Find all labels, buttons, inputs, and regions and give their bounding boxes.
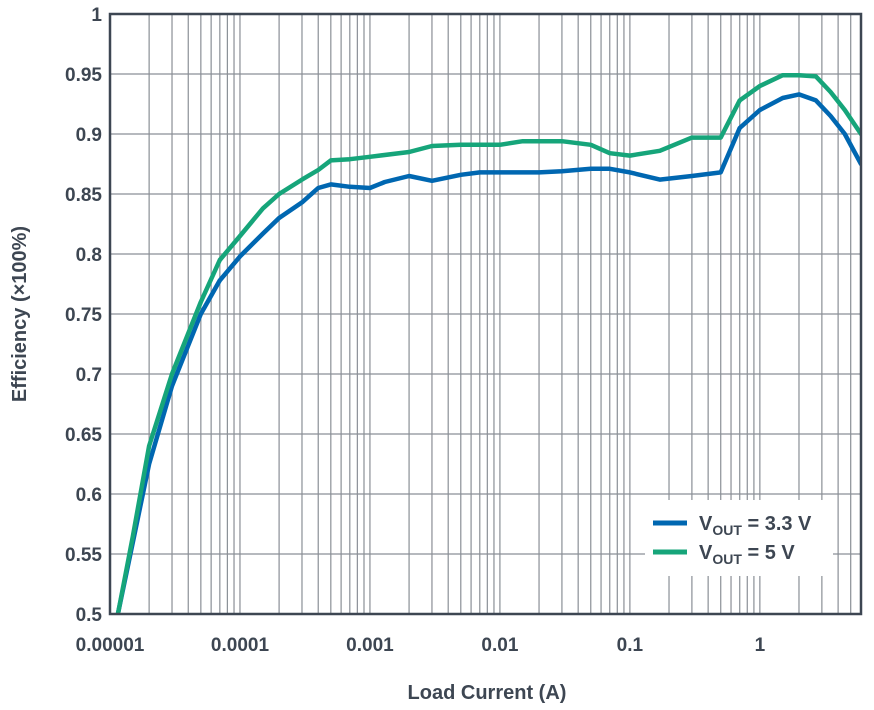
- x-tick-label: 0.0001: [211, 635, 270, 656]
- y-tick-label: 0.7: [76, 365, 102, 386]
- y-tick-label: 0.75: [65, 305, 102, 326]
- legend-box: [645, 500, 833, 576]
- series-line-2: [115, 72, 861, 614]
- y-tick-label: 0.9: [76, 125, 102, 146]
- legend-label-1: VOUT = 3.3 V: [699, 513, 812, 538]
- y-tick-label: 0.5: [76, 605, 103, 626]
- plot-frame: [108, 12, 863, 616]
- y-tick-label: 1: [91, 5, 102, 26]
- y-tick-label: 0.95: [65, 65, 102, 86]
- y-tick-label: 0.55: [65, 545, 102, 566]
- x-tick-label: 0.001: [346, 635, 394, 656]
- y-tick-labels: 0.5 0.55 0.6 0.65 0.7 0.75 0.8 0.85 0.9 0.95 1: [65, 5, 102, 626]
- y-tick-label: 0.85: [65, 185, 102, 206]
- series-lines: [115, 72, 861, 614]
- y-tick-label: 0.8: [76, 245, 102, 266]
- x-axis-title: Load Current (A): [408, 682, 567, 704]
- x-tick-label: 0.1: [617, 635, 644, 656]
- y-tick-label: 0.65: [65, 425, 102, 446]
- x-tick-label: 0.00001: [76, 635, 145, 656]
- series-line-1: [115, 92, 861, 614]
- x-tick-label: 1: [755, 635, 766, 656]
- legend-label-2: VOUT = 5 V: [699, 542, 795, 567]
- y-axis-title: Efficiency (×100%): [9, 226, 31, 402]
- x-tick-labels: 0.00001 0.0001 0.001 0.01 0.1 1: [76, 635, 766, 656]
- x-tick-label: 0.01: [481, 635, 518, 656]
- legend: VOUT = 3.3 V VOUT = 5 V: [645, 500, 833, 576]
- y-tick-label: 0.6: [76, 485, 102, 506]
